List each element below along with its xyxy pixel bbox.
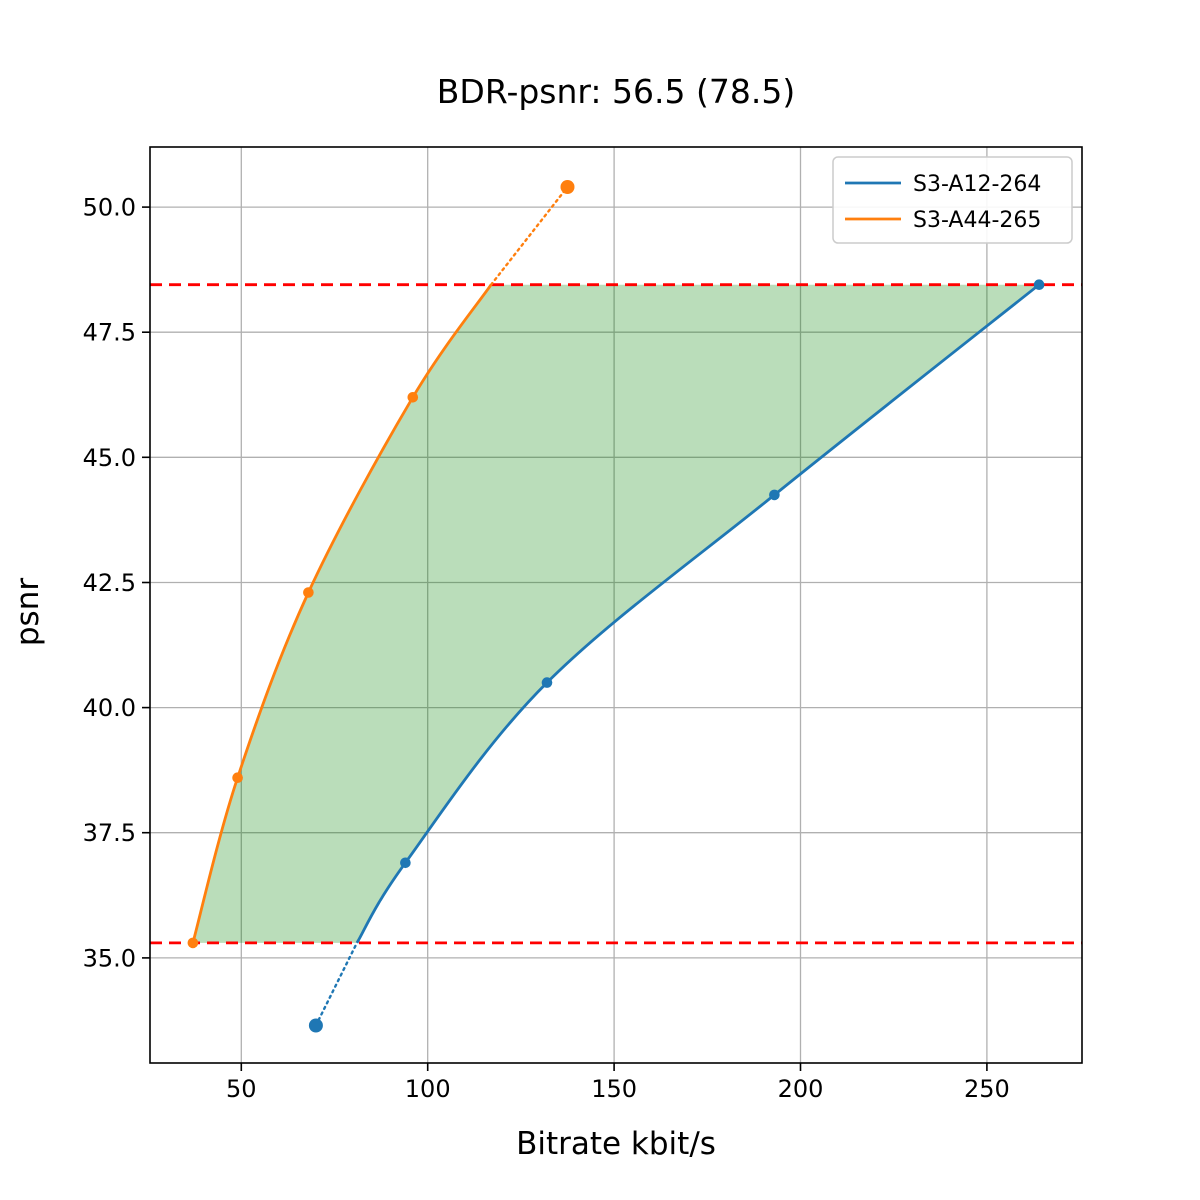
x-tick-label: 50 [226,1075,257,1103]
y-tick-label: 35.0 [83,944,136,972]
x-tick-label: 150 [591,1075,637,1103]
data-point-S3-A44-265 [187,937,199,949]
x-tick-label: 200 [778,1075,824,1103]
y-tick-label: 42.5 [83,569,136,597]
legend-label-S3-A44-265: S3-A44-265 [913,208,1041,233]
y-tick-label: 37.5 [83,819,136,847]
bd-shaded-region [192,284,1040,943]
plot-frame [149,146,1083,1064]
x-tick-label: 250 [964,1075,1010,1103]
y-tick-label: 50.0 [83,194,136,222]
x-axis-label: Bitrate kbit/s [516,1126,716,1162]
data-point-S3-A44-265 [560,180,575,194]
y-axis-label: psnr [10,577,46,647]
data-point-S3-A12-264 [769,489,780,501]
data-point-S3-A44-265 [232,772,243,783]
x-tick-label: 100 [405,1075,451,1103]
legend-box [832,156,1073,244]
y-tick-label: 40.0 [83,694,136,722]
y-tick-label: 47.5 [83,319,136,347]
data-point-S3-A44-265 [407,392,419,403]
chart-title: BDR-psnr: 56.5 (78.5) [436,72,796,111]
series-dotted-S3-A44-265 [489,185,569,286]
y-tick-label: 45.0 [83,444,136,472]
data-point-S3-A12-264 [541,677,553,688]
data-point-S3-A12-264 [308,1018,323,1033]
data-point-S3-A12-264 [400,857,411,869]
data-point-S3-A44-265 [303,587,314,598]
series-dotted-S3-A12-264 [314,941,359,1027]
data-point-S3-A12-264 [1033,279,1045,291]
legend-label-S3-A12-264: S3-A12-264 [913,172,1041,197]
